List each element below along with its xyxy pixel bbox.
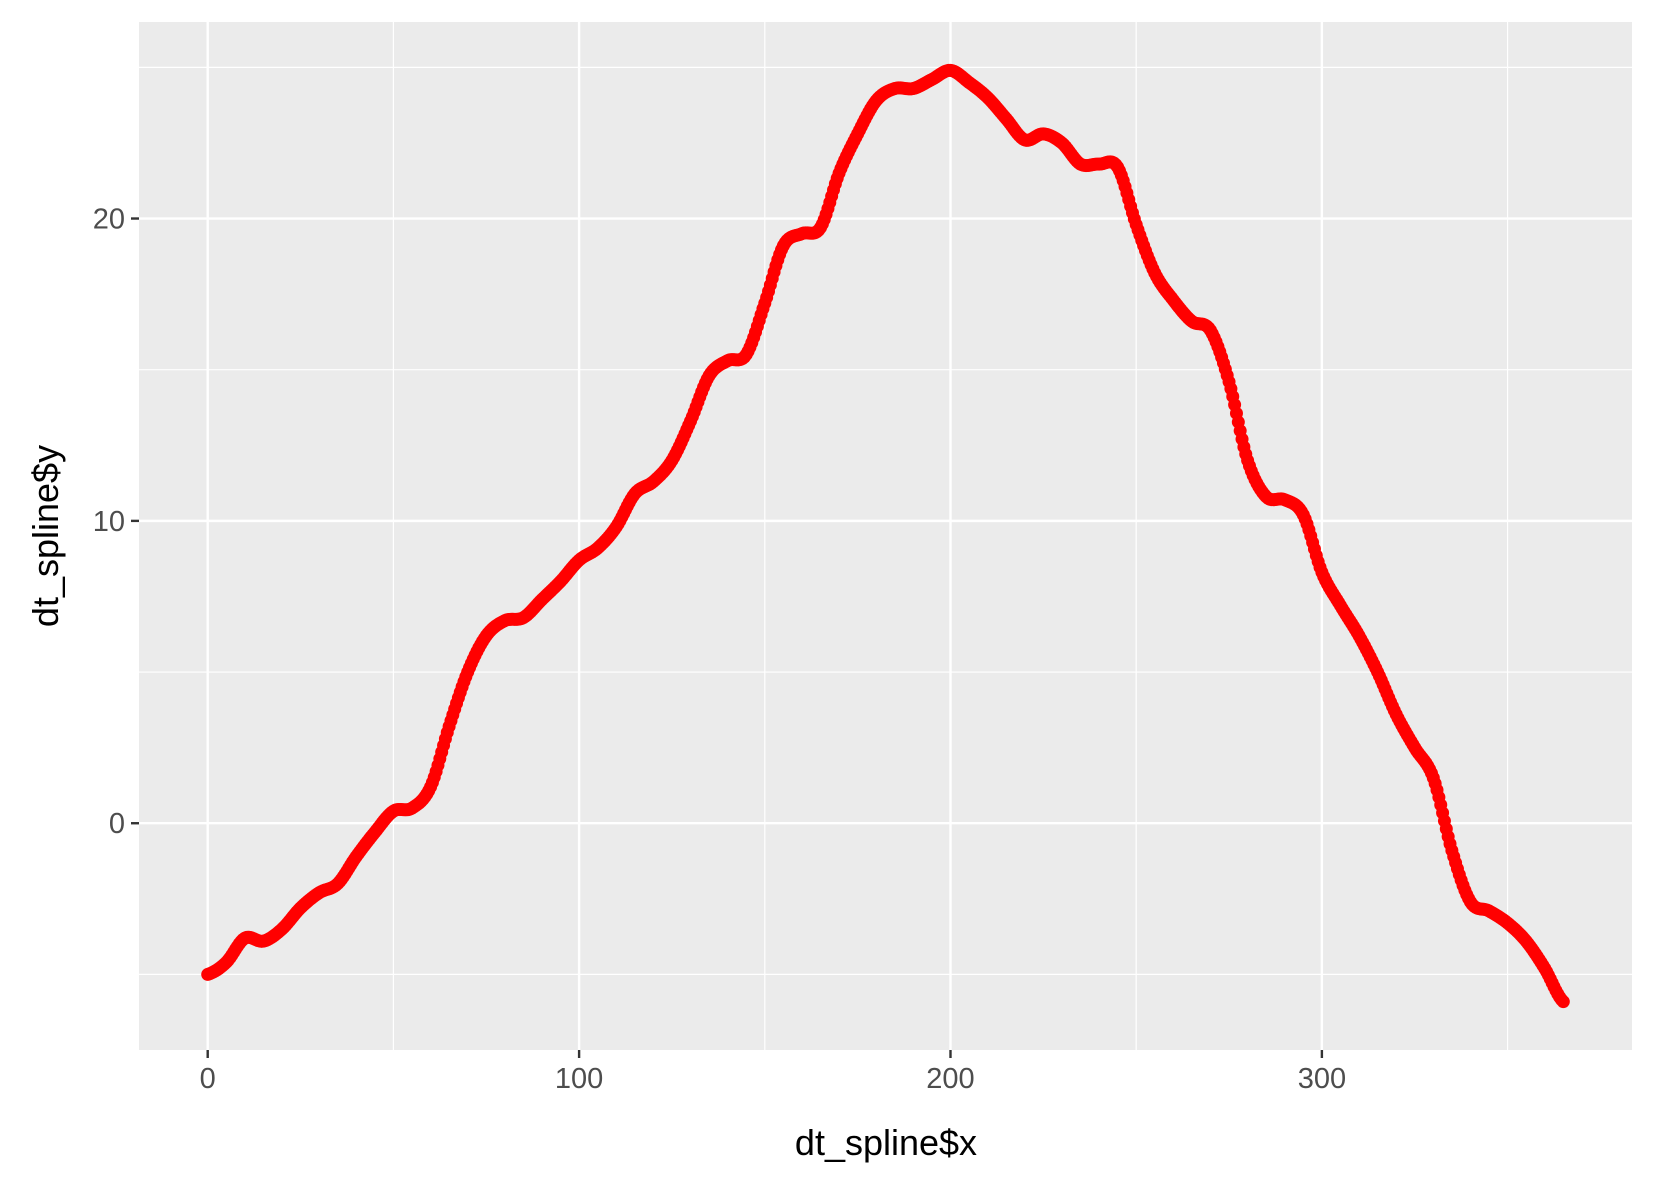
panel-background xyxy=(139,22,1632,1050)
x-axis-title: dt_spline$x xyxy=(795,1122,977,1163)
major-gridlines xyxy=(139,22,1632,1050)
y-tick-label: 0 xyxy=(109,808,125,840)
minor-gridlines xyxy=(139,22,1632,1050)
tick-labels: 0 100 200 300 0 10 20 xyxy=(93,204,1346,1095)
x-tick-label: 300 xyxy=(1298,1063,1346,1095)
x-tick-label: 100 xyxy=(555,1063,603,1095)
x-tick-label: 0 xyxy=(200,1063,216,1095)
x-tick-label: 200 xyxy=(926,1063,974,1095)
data-points xyxy=(201,63,1570,1009)
data-point xyxy=(1556,995,1570,1009)
y-tick-label: 10 xyxy=(93,506,125,538)
axis-ticks xyxy=(131,217,1324,1058)
y-tick-label: 20 xyxy=(93,204,125,236)
y-axis-title: dt_spline$y xyxy=(25,445,66,627)
